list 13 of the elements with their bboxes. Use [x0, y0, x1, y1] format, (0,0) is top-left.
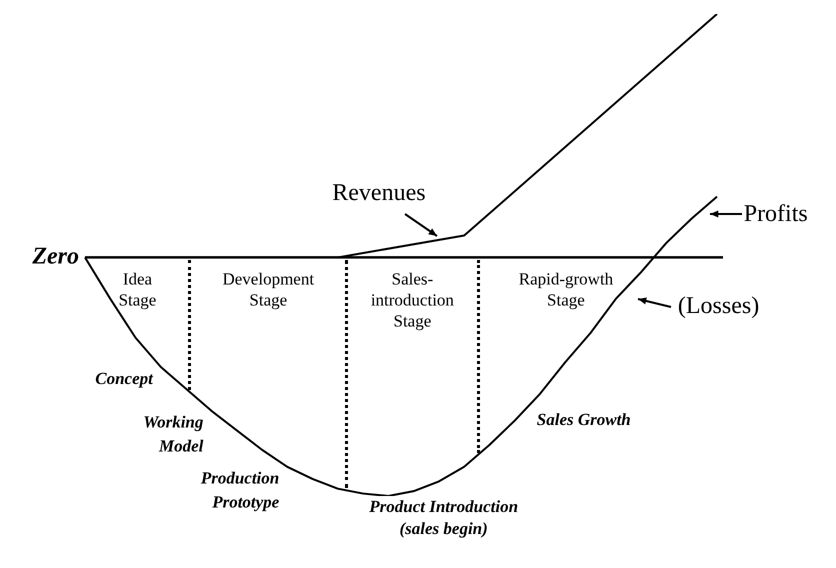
annotation: Working Model	[143, 412, 204, 456]
annotation: Rapid-growth Stage	[518, 269, 614, 310]
annotation: Sales Growth	[536, 410, 631, 429]
annotation: Development Stage	[222, 269, 314, 310]
annotation: Idea Stage	[118, 269, 156, 310]
annotation: Production Prototype	[200, 468, 280, 512]
series-label: Revenues	[332, 180, 426, 206]
ref-line-label: Zero	[31, 244, 79, 270]
annotation: Sales- introduction Stage	[370, 269, 454, 330]
legend-label: Profits	[744, 200, 808, 227]
text: Product Introduction (sales begin)	[368, 497, 518, 538]
annotation: Concept	[95, 368, 154, 388]
annotation: (Losses)	[678, 293, 760, 320]
